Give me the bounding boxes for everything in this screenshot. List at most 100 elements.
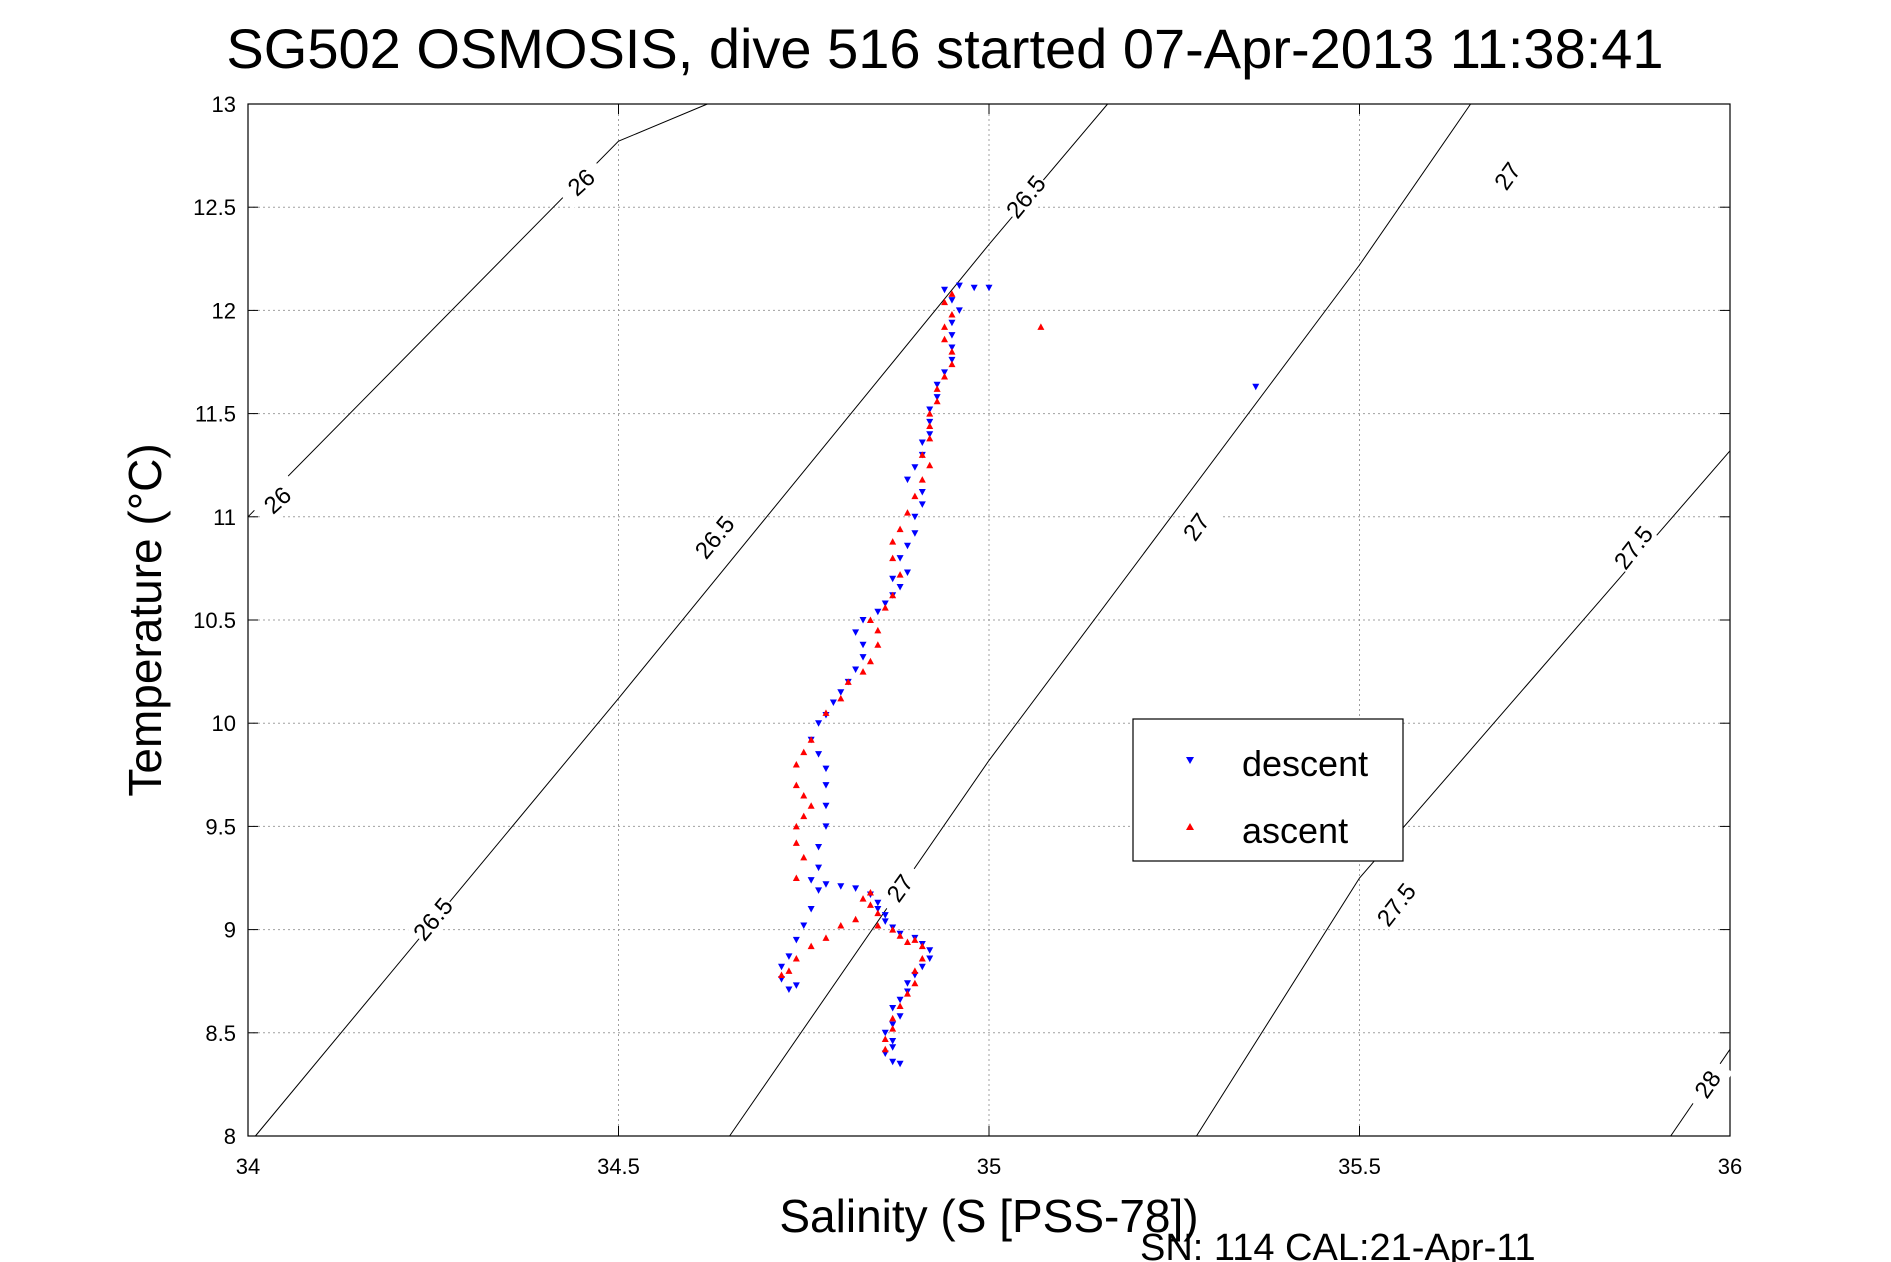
descent-point (889, 1058, 897, 1066)
ascent-point (866, 888, 874, 896)
descent-point (815, 844, 823, 851)
y-tick-label: 13 (212, 92, 236, 117)
ascent-point (785, 967, 793, 974)
ascent-point (874, 909, 882, 917)
y-tick-label: 12 (212, 298, 236, 323)
ascent-point (918, 954, 926, 962)
descent-point (852, 666, 860, 674)
ascent-point (903, 938, 911, 945)
x-tick-label: 35 (977, 1154, 1001, 1179)
ascent-point (896, 932, 904, 939)
x-tick-label: 34.5 (597, 1154, 640, 1179)
ascent-point (881, 1035, 889, 1042)
contour-label-bg (1482, 148, 1534, 204)
axis-ticks: 34 34.5 35 35.5 36 8 8.5 9 9.5 10 10.5 11 11.5 12 12.5… (193, 92, 1742, 1179)
descent-point (918, 501, 926, 508)
contour-line-27 (729, 103, 1472, 1137)
ascent-point (807, 736, 815, 743)
y-axis-label: Temperature (°C) (119, 443, 171, 796)
ascent-point (896, 1002, 904, 1009)
descent-point (918, 489, 926, 496)
y-tick-label: 9.5 (205, 814, 236, 839)
y-tick-label: 12.5 (193, 195, 236, 220)
descent-point (926, 431, 934, 438)
y-tick-label: 10.5 (193, 608, 236, 633)
legend-descent-marker (1186, 757, 1194, 764)
ascent-point (866, 616, 874, 623)
ascent-point (792, 760, 800, 768)
ascent-point (792, 874, 800, 881)
ascent-point (941, 298, 949, 306)
descent-point (911, 513, 919, 521)
ascent-point (926, 434, 934, 442)
ascent-point (889, 538, 897, 545)
descent-point (926, 418, 934, 426)
contour-label-bg (999, 169, 1053, 225)
descent-point (785, 953, 793, 960)
ascent-point (792, 839, 800, 846)
contour-label-bg (1607, 520, 1660, 576)
descent-point (985, 284, 993, 292)
ascent-point (859, 668, 867, 675)
descent-point (815, 751, 823, 758)
data-series (778, 282, 1260, 1068)
ascent-point (800, 812, 808, 820)
ascent-point (911, 492, 919, 500)
ascent-point (911, 979, 919, 987)
descent-point (800, 922, 808, 929)
contour-label-bg (407, 891, 460, 947)
descent-point (926, 406, 934, 413)
descent-point (815, 864, 823, 872)
descent-point (955, 307, 963, 314)
legend-box (1132, 718, 1404, 862)
descent-point (822, 765, 830, 773)
ascent-point (874, 641, 882, 648)
descent-point (837, 883, 845, 890)
x-tick-label: 34 (236, 1154, 260, 1179)
descent-point (926, 955, 934, 962)
descent-point (911, 530, 919, 537)
ascent-point (903, 509, 911, 516)
ascent-point (1037, 323, 1045, 330)
ascent-point (918, 476, 926, 483)
ascent-point (911, 936, 919, 943)
descent-point (889, 1005, 897, 1012)
ascent-point (837, 921, 845, 929)
descent-point (918, 963, 926, 971)
descent-point (933, 394, 941, 401)
descent-point (852, 629, 860, 636)
ascent-point (866, 657, 874, 665)
descent-point (903, 476, 911, 484)
ascent-point (941, 372, 949, 380)
ascent-point (792, 822, 800, 830)
ascent-point (926, 461, 934, 469)
ascent-point (800, 853, 808, 861)
descent-point (941, 369, 949, 376)
contour-line-26 (247, 103, 708, 518)
descent-point (903, 542, 911, 550)
descent-point (792, 936, 800, 944)
descent-point (941, 286, 949, 294)
ascent-point (778, 971, 786, 979)
ascent-point (874, 626, 882, 634)
ascent-point (933, 397, 941, 405)
descent-point (881, 918, 889, 925)
ascent-point (918, 451, 926, 458)
descent-point (852, 885, 860, 892)
ascent-point (866, 901, 874, 908)
y-tick-label: 8 (224, 1124, 236, 1149)
legend-ascent-label: ascent (1242, 810, 1348, 851)
descent-point (896, 996, 904, 1004)
descent-point (948, 344, 956, 352)
descent-point (881, 912, 889, 919)
x-axis-label: Salinity (S [PSS-78]) (779, 1190, 1198, 1242)
descent-point (896, 555, 904, 562)
descent-point (815, 887, 823, 894)
descent-point (889, 1021, 897, 1029)
descent-point (933, 381, 941, 389)
descent-point (881, 1029, 889, 1037)
ascent-point (800, 748, 808, 756)
ascent-point (926, 410, 934, 417)
